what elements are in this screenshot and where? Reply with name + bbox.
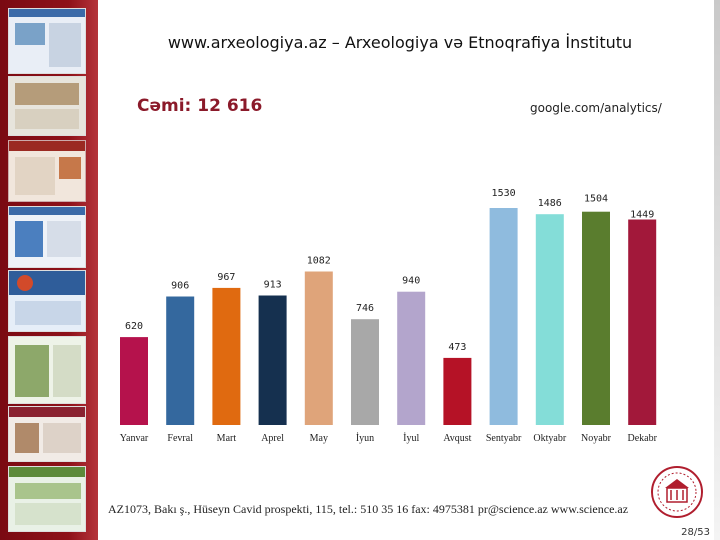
thumbnail-4 (8, 206, 86, 268)
value-label: 1082 (307, 256, 331, 267)
value-label: 620 (125, 321, 143, 332)
value-label: 1530 (492, 188, 516, 199)
data-source: google.com/analytics/ (530, 101, 662, 115)
bar-Noyabr (582, 211, 610, 425)
bar-İyul (397, 291, 426, 425)
footer-address: AZ1073, Bakı ş., Hüseyn Cavid prospekti,… (108, 502, 629, 516)
bar-May (304, 271, 333, 425)
bar-İyun (351, 319, 379, 425)
bar-Aprel (258, 295, 287, 425)
category-label: May (310, 433, 328, 444)
bar-Avqust (443, 357, 472, 425)
value-label: 1449 (630, 210, 654, 221)
left-thumbnail-strip (0, 0, 98, 540)
category-label: Yanvar (120, 433, 149, 444)
page-title: www.arxeologiya.az – Arxeologiya və Etno… (167, 33, 633, 52)
total-visits: Cəmi: 12 616 (137, 96, 263, 116)
value-label: 1504 (584, 194, 608, 205)
academy-seal-icon (651, 466, 703, 518)
bar-Mart (212, 287, 241, 425)
category-label: Sentyabr (486, 433, 522, 444)
thumbnail-7 (8, 406, 86, 462)
right-edge-decoration (714, 0, 720, 540)
bar-Oktyabr (535, 214, 564, 425)
page-number: 28/53 (681, 527, 710, 538)
thumbnail-3 (8, 140, 86, 202)
category-label: İyun (356, 432, 374, 444)
value-label: 906 (171, 281, 189, 292)
category-label: Mart (217, 433, 237, 444)
category-label: Fevral (167, 433, 193, 444)
thumbnail-5 (8, 270, 86, 332)
thumbnail-1 (8, 8, 86, 74)
bar-Fevral (166, 296, 195, 425)
value-label: 940 (402, 276, 420, 287)
bar-Yanvar (120, 337, 148, 425)
thumbnail-8 (8, 466, 86, 532)
category-label: İyul (403, 432, 419, 444)
category-label: Noyabr (581, 433, 612, 444)
category-label: Avqust (443, 433, 471, 444)
value-label: 967 (217, 272, 235, 283)
thumbnail-6 (8, 336, 86, 404)
category-label: Oktyabr (533, 433, 566, 444)
bar-Sentyabr (489, 208, 518, 425)
category-label: Aprel (261, 433, 284, 444)
thumbnail-2 (8, 76, 86, 136)
value-label: 473 (448, 342, 466, 353)
bar-Dekabr (628, 219, 657, 425)
value-label: 913 (264, 280, 282, 291)
value-label: 746 (356, 303, 374, 314)
category-label: Dekabr (627, 433, 657, 444)
value-label: 1486 (538, 198, 562, 209)
